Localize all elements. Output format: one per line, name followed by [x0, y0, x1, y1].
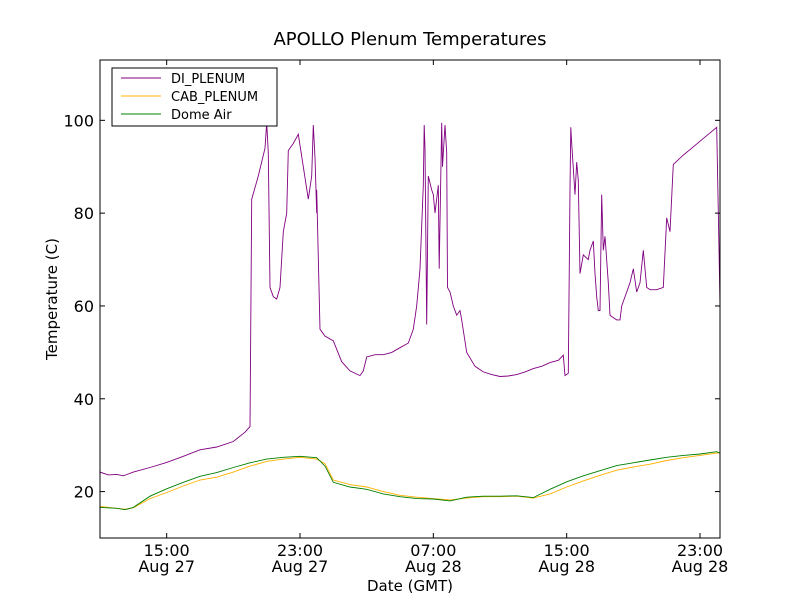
y-tick-label: 80 — [74, 204, 94, 223]
x-tick-label-date: Aug 27 — [272, 557, 329, 576]
series-line-dome-air — [100, 451, 720, 511]
x-tick-label-time: 07:00 — [410, 541, 456, 560]
x-tick-label-time: 15:00 — [544, 541, 590, 560]
x-tick-label-time: 15:00 — [144, 541, 190, 560]
legend-label-di-plenum: DI_PLENUM — [171, 72, 245, 87]
x-tick-label-time: 23:00 — [677, 541, 723, 560]
legend-label-cab-plenum: CAB_PLENUM — [171, 90, 258, 105]
x-tick-label-date: Aug 27 — [138, 557, 195, 576]
y-tick-label: 100 — [63, 111, 94, 130]
legend-label-dome-air: Dome Air — [171, 108, 232, 123]
x-tick-label-date: Aug 28 — [405, 557, 462, 576]
chart-title: APOLLO Plenum Temperatures — [273, 29, 546, 50]
series-line-cab-plenum — [100, 452, 720, 510]
legend: DI_PLENUM CAB_PLENUM Dome Air — [111, 67, 278, 127]
plot-area — [100, 122, 720, 511]
x-axis-label: Date (GMT) — [367, 577, 453, 595]
axes-frame — [99, 59, 721, 539]
y-tick-label: 40 — [74, 390, 94, 409]
x-tick-label-date: Aug 28 — [538, 557, 595, 576]
y-tick-label: 20 — [74, 483, 94, 502]
x-tick-label-time: 23:00 — [277, 541, 323, 560]
y-tick-label: 60 — [74, 297, 94, 316]
x-tick-label-date: Aug 28 — [672, 557, 729, 576]
y-axis-label: Temperature (C) — [43, 238, 61, 361]
series-line-di-plenum — [100, 122, 720, 477]
